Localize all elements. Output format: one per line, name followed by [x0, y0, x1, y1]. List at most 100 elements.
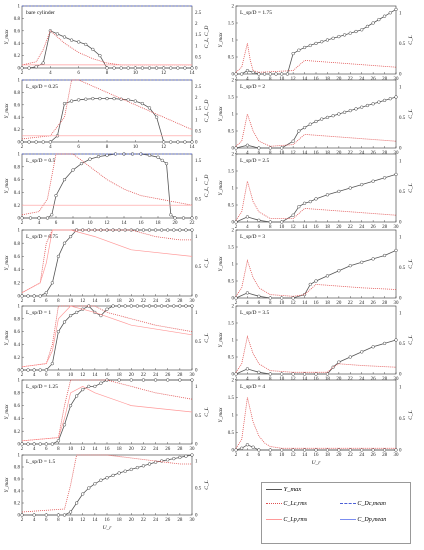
l3-y2tick-label: 0.5	[195, 197, 202, 202]
l6-xtick-label: 14	[92, 447, 98, 452]
r1-xtick-label: 16	[314, 77, 320, 82]
r6-point-ymax	[360, 448, 364, 452]
l1-point-ymax	[77, 40, 81, 44]
l1-y2tick-label: 1	[195, 44, 198, 49]
r5-point-ymax	[337, 360, 341, 364]
l5-point-ymax	[26, 368, 30, 372]
r6-xtick-label: 30	[394, 453, 400, 458]
r1-point-ymax	[325, 38, 330, 42]
r3-point-ymax	[234, 220, 238, 224]
l6-point-ymax	[62, 423, 67, 427]
l4-point-ymax	[50, 281, 55, 285]
r2-point-ymax	[268, 146, 272, 150]
r5-xtick-label: 30	[394, 377, 400, 382]
l7-point-ymax	[129, 467, 133, 472]
l2-ytick-label: 0.4	[14, 116, 21, 121]
r4-ylabel: Y_max	[218, 256, 224, 272]
r2-xtick-label: 28	[382, 151, 388, 156]
l2-series-clrms	[21, 79, 193, 140]
l5-xtick-label: 8	[57, 373, 60, 378]
l4-xtick-label: 16	[105, 299, 111, 304]
r6-point-ymax	[240, 446, 244, 450]
r4-y2tick-label: 1	[399, 235, 402, 240]
r3-point-ymax	[371, 179, 375, 183]
l1-point-ymax	[162, 66, 166, 70]
l3-xtick-label: 18	[156, 221, 162, 226]
l5-y2tick-label: 0	[195, 369, 198, 374]
r4-point-ymax	[337, 269, 341, 273]
r3-point-ymax	[291, 213, 295, 217]
r5-point-ymax	[394, 338, 398, 342]
l6-point-ymax	[178, 378, 182, 382]
l1-xtick-label: 10	[133, 71, 139, 76]
l2-point-ymax	[20, 140, 24, 144]
l4-y2tick-label: 0.5	[195, 265, 202, 270]
l2-y2tick-label: 2	[195, 96, 198, 101]
l1-xtick-label: 2	[21, 71, 24, 76]
l5-xtick-label: 28	[177, 373, 183, 378]
l5-point-ymax	[50, 361, 55, 366]
r4-point-ymax	[348, 264, 352, 268]
l4-xtick-label: 6	[45, 299, 48, 304]
r4-xtick-label: 6	[258, 301, 261, 306]
l4-y2tick-label: 0	[195, 295, 198, 300]
l5-ytick-label: 0.4	[14, 343, 21, 348]
r5-series-ymax	[235, 339, 397, 375]
l4-xtick-label: 2	[21, 299, 24, 304]
r4-ytick-label: 0.5	[228, 280, 235, 285]
r4-point-ymax	[268, 296, 272, 300]
r3-xtick-label: 8	[269, 225, 272, 230]
r1-xtick-label: 4	[246, 77, 249, 82]
r1-point-ymax	[354, 29, 358, 34]
r3-ytick-label: 2	[232, 153, 235, 158]
r3-point-ymax	[337, 189, 341, 194]
l1-y2tick-label: 2.5	[195, 11, 202, 16]
l7-xlabel: U_r	[103, 525, 113, 531]
l3-xtick-label: 14	[122, 221, 128, 226]
r3-point-ymax	[308, 199, 312, 204]
l2-point-ymax	[133, 99, 137, 103]
l3-xtick-label: 6	[55, 221, 58, 226]
r5-xtick-label: 22	[348, 377, 354, 382]
l1-point-ymax	[34, 65, 38, 69]
l7-point-ymax	[153, 460, 158, 464]
r6-xtick-label: 18	[325, 453, 331, 458]
l7-point-ymax	[87, 486, 91, 490]
r1-point-ymax	[308, 43, 312, 48]
r2-point-ymax	[308, 122, 312, 126]
l3-point-ymax	[173, 216, 177, 220]
r2-point-ymax	[257, 146, 261, 150]
l3-ytick-label: 0.2	[14, 204, 21, 209]
l2-xtick-label: 12	[161, 145, 167, 150]
r5-point-ymax	[245, 367, 250, 371]
r2-ytick-label: 0	[232, 147, 235, 152]
r5-xtick-label: 26	[371, 377, 377, 382]
l3-point-ymax	[164, 161, 169, 166]
l6-ytick-label: 0.2	[14, 430, 21, 435]
r2-y2tick-label: 0	[399, 147, 402, 152]
r5-point-ymax	[280, 372, 284, 376]
l2-point-ymax	[98, 96, 102, 101]
l4-ylabel: Y_max	[4, 255, 10, 271]
r2-point-ymax	[354, 107, 358, 111]
r6-xtick-label: 22	[348, 453, 354, 458]
r1-point-ymax	[337, 34, 341, 39]
l2-point-ymax	[48, 140, 52, 144]
r3-xtick-label: 24	[359, 225, 365, 230]
r3-point-ymax	[314, 197, 318, 201]
l4-ytick-label: 0	[18, 295, 21, 300]
l2-point-ymax	[77, 98, 81, 102]
l3-point-ymax	[160, 158, 164, 163]
r1-point-ymax	[268, 72, 272, 76]
l7-xtick-label: 14	[92, 518, 98, 523]
l7-y2tick-label: 1	[195, 460, 198, 465]
l6-xtick-label: 18	[117, 447, 123, 452]
l6-point-ymax	[166, 378, 170, 382]
r2-point-ymax	[302, 125, 307, 130]
r5-xtick-label: 24	[359, 377, 365, 382]
r4-xtick-label: 20	[336, 301, 342, 306]
r4-point-ymax	[308, 282, 312, 287]
l1-y2tick-label: 0.5	[195, 55, 202, 60]
r5-title: L_sp/D = 3.5	[240, 310, 269, 316]
